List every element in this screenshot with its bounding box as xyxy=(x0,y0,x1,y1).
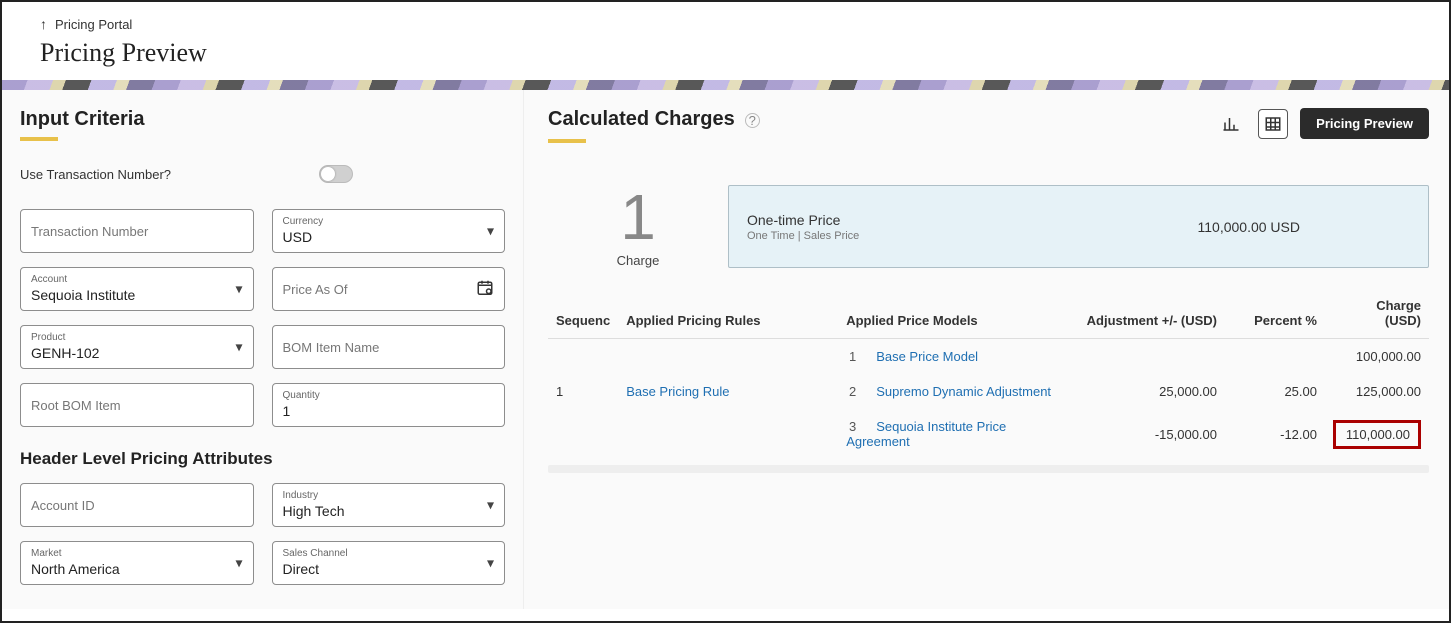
charges-table: Sequenc Applied Pricing Rules Applied Pr… xyxy=(548,288,1429,459)
cell-percent xyxy=(1225,339,1325,375)
price-summary-card[interactable]: One-time Price One Time | Sales Price 11… xyxy=(728,185,1429,268)
col-models: Applied Price Models xyxy=(838,288,1065,339)
industry-value: High Tech xyxy=(283,503,495,519)
quantity-input[interactable]: Quantity 1 xyxy=(272,383,506,427)
model-link[interactable]: Supremo Dynamic Adjustment xyxy=(876,384,1051,399)
cell-charge: 125,000.00 xyxy=(1325,374,1429,409)
calculated-charges-title: Calculated Charges xyxy=(548,108,735,131)
quantity-value: 1 xyxy=(283,403,495,419)
cell-charge: 100,000.00 xyxy=(1325,339,1429,375)
charge-count-label: Charge xyxy=(548,253,728,268)
account-id-placeholder: Account ID xyxy=(31,498,243,513)
col-rules: Applied Pricing Rules xyxy=(618,288,838,339)
breadcrumb-parent: Pricing Portal xyxy=(55,17,132,32)
col-adj: Adjustment +/- (USD) xyxy=(1065,288,1225,339)
header-attrs-title: Header Level Pricing Attributes xyxy=(20,449,505,469)
cell-adjustment: 25,000.00 xyxy=(1065,374,1225,409)
transaction-number-input[interactable]: Transaction Number xyxy=(20,209,254,253)
product-select[interactable]: Product GENH-102 ▾ xyxy=(20,325,254,369)
quantity-label: Quantity xyxy=(283,391,495,401)
market-label: Market xyxy=(31,549,243,559)
price-title: One-time Price xyxy=(747,212,859,228)
product-label: Product xyxy=(31,333,243,343)
cell-percent: -12.00 xyxy=(1225,409,1325,459)
industry-select[interactable]: Industry High Tech ▾ xyxy=(272,483,506,527)
table-row: 3Sequoia Institute Price Agreement-15,00… xyxy=(548,409,1429,459)
model-index: 3 xyxy=(846,419,866,434)
model-index: 1 xyxy=(846,349,866,364)
col-pct: Percent % xyxy=(1225,288,1325,339)
cell-adjustment xyxy=(1065,339,1225,375)
cell-rule xyxy=(618,339,838,375)
bom-item-name-input[interactable]: BOM Item Name xyxy=(272,325,506,369)
sales-channel-select[interactable]: Sales Channel Direct ▾ xyxy=(272,541,506,585)
cell-percent: 25.00 xyxy=(1225,374,1325,409)
table-row: 1Base Pricing Rule 2 Supremo Dynamic Adjus… xyxy=(548,374,1429,409)
cell-seq: 1 xyxy=(548,374,618,409)
sales-channel-value: Direct xyxy=(283,561,495,577)
help-icon[interactable]: ? xyxy=(745,113,760,128)
account-label: Account xyxy=(31,275,243,285)
price-amount: 110,000.00 USD xyxy=(1198,219,1300,235)
account-value: Sequoia Institute xyxy=(31,287,243,303)
chevron-down-icon: ▾ xyxy=(235,555,242,572)
charge-count: 1 Charge xyxy=(548,185,728,268)
cell-rule xyxy=(618,409,838,459)
cell-adjustment: -15,000.00 xyxy=(1065,409,1225,459)
input-criteria-panel: Input Criteria Use Transaction Number? T… xyxy=(2,90,524,609)
model-index: 2 xyxy=(846,384,866,399)
account-id-input[interactable]: Account ID xyxy=(20,483,254,527)
chevron-down-icon: ▾ xyxy=(487,497,494,514)
market-select[interactable]: Market North America ▾ xyxy=(20,541,254,585)
price-subtitle: One Time | Sales Price xyxy=(747,230,859,242)
industry-label: Industry xyxy=(283,491,495,501)
horizontal-scrollbar[interactable] xyxy=(548,465,1429,473)
root-bom-item-placeholder: Root BOM Item xyxy=(31,398,243,413)
col-seq: Sequenc xyxy=(548,288,618,339)
product-value: GENH-102 xyxy=(31,345,243,361)
sales-channel-label: Sales Channel xyxy=(283,549,495,559)
highlighted-charge: 110,000.00 xyxy=(1333,420,1421,449)
breadcrumb[interactable]: ↑ Pricing Portal xyxy=(40,16,1421,32)
calendar-icon xyxy=(476,279,494,300)
transaction-number-placeholder: Transaction Number xyxy=(31,224,243,239)
table-view-button[interactable] xyxy=(1258,109,1288,139)
table-row: 1 Base Price Model 100,000.00 xyxy=(548,339,1429,375)
use-txn-label: Use Transaction Number? xyxy=(20,167,171,182)
currency-label: Currency xyxy=(283,217,495,227)
col-charge: Charge(USD) xyxy=(1325,288,1429,339)
chart-view-button[interactable] xyxy=(1216,109,1246,139)
currency-value: USD xyxy=(283,229,495,245)
market-value: North America xyxy=(31,561,243,577)
chevron-down-icon: ▾ xyxy=(235,339,242,356)
charge-count-number: 1 xyxy=(548,185,728,249)
currency-select[interactable]: Currency USD ▾ xyxy=(272,209,506,253)
use-txn-toggle[interactable] xyxy=(319,165,353,183)
cell-seq xyxy=(548,409,618,459)
pricing-preview-button[interactable]: Pricing Preview xyxy=(1300,108,1429,139)
decorative-stripe xyxy=(2,80,1449,90)
cell-model: 2 Supremo Dynamic Adjustment xyxy=(838,374,1065,409)
cell-seq xyxy=(548,339,618,375)
cell-charge: 110,000.00 xyxy=(1325,409,1429,459)
price-as-of-input[interactable]: Price As Of xyxy=(272,267,506,311)
calculated-charges-panel: Calculated Charges ? Pricing Preview 1 C… xyxy=(524,90,1449,609)
cell-rule[interactable]: Base Pricing Rule xyxy=(618,374,838,409)
cell-model: 3Sequoia Institute Price Agreement xyxy=(838,409,1065,459)
account-select[interactable]: Account Sequoia Institute ▾ xyxy=(20,267,254,311)
chevron-down-icon: ▾ xyxy=(235,281,242,298)
page-title: Pricing Preview xyxy=(40,38,1421,68)
up-arrow-icon: ↑ xyxy=(40,16,47,32)
price-as-of-placeholder: Price As Of xyxy=(283,282,495,297)
section-underline xyxy=(20,137,58,141)
model-link[interactable]: Base Price Model xyxy=(876,349,978,364)
chevron-down-icon: ▾ xyxy=(487,555,494,572)
section-underline xyxy=(548,139,586,143)
root-bom-item-input[interactable]: Root BOM Item xyxy=(20,383,254,427)
bom-item-name-placeholder: BOM Item Name xyxy=(283,340,495,355)
cell-model: 1 Base Price Model xyxy=(838,339,1065,375)
chevron-down-icon: ▾ xyxy=(487,223,494,240)
input-criteria-title: Input Criteria xyxy=(20,108,505,131)
model-link[interactable]: Sequoia Institute Price Agreement xyxy=(846,419,1006,449)
